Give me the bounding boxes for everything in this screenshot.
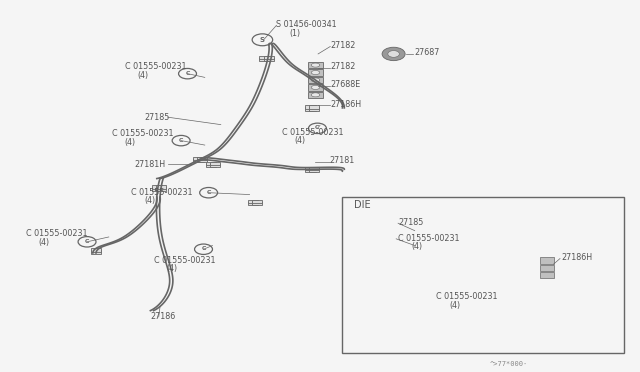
Bar [91, 248, 101, 252]
Bar [197, 158, 207, 162]
Bar [308, 92, 323, 98]
Text: (4): (4) [411, 242, 422, 251]
Bar [156, 185, 166, 189]
Text: C 01555-00231: C 01555-00231 [112, 129, 173, 138]
Ellipse shape [311, 86, 320, 89]
Bar [248, 202, 258, 205]
Text: 27186H: 27186H [561, 253, 593, 262]
Bar [305, 105, 316, 109]
Bar [308, 69, 323, 76]
Bar [305, 167, 316, 170]
Text: (4): (4) [294, 136, 305, 145]
Bar [206, 164, 216, 167]
Bar [248, 200, 258, 203]
Bar [410, 248, 420, 251]
Bar [309, 105, 319, 109]
Text: C 01555-00231: C 01555-00231 [436, 292, 498, 301]
Text: 27186: 27186 [150, 312, 175, 321]
Text: (4): (4) [166, 264, 177, 273]
Bar [342, 197, 624, 353]
Circle shape [382, 47, 405, 61]
Bar [540, 257, 554, 263]
Text: 27185: 27185 [144, 113, 170, 122]
Bar [252, 200, 262, 203]
Bar [210, 162, 220, 165]
Text: C: C [84, 239, 90, 244]
Bar [156, 187, 166, 190]
Bar [193, 157, 204, 160]
Bar [259, 56, 269, 60]
Text: (4): (4) [144, 196, 155, 205]
Ellipse shape [311, 63, 320, 67]
Bar [264, 56, 274, 60]
Bar [259, 58, 269, 61]
Text: 27182: 27182 [330, 62, 356, 71]
Text: 27688E: 27688E [330, 80, 360, 89]
Text: ^>77*000·: ^>77*000· [490, 361, 528, 367]
Bar [91, 250, 101, 254]
Text: C 01555-00231: C 01555-00231 [154, 256, 215, 265]
Bar [540, 272, 554, 278]
Text: (4): (4) [138, 71, 148, 80]
Bar [210, 164, 220, 167]
Text: S: S [260, 37, 265, 43]
Text: DIE: DIE [354, 201, 371, 210]
Text: 27181H: 27181H [134, 160, 166, 169]
Ellipse shape [311, 78, 320, 82]
Text: 27185: 27185 [398, 218, 424, 227]
Text: C: C [185, 71, 190, 76]
Bar [152, 187, 162, 190]
Bar [540, 265, 554, 271]
Bar [305, 107, 316, 110]
Bar [206, 162, 216, 165]
Text: C 01555-00231: C 01555-00231 [125, 62, 186, 71]
Bar [309, 169, 319, 172]
Bar [308, 84, 323, 91]
Text: C: C [425, 295, 430, 300]
Bar [309, 107, 319, 110]
Bar [252, 202, 262, 205]
Text: (4): (4) [125, 138, 136, 147]
Text: (1): (1) [289, 29, 300, 38]
Text: 27186H: 27186H [330, 100, 362, 109]
Text: C 01555-00231: C 01555-00231 [282, 128, 343, 137]
Text: S 01456-00341: S 01456-00341 [276, 20, 337, 29]
Text: C 01555-00231: C 01555-00231 [26, 229, 87, 238]
Bar [305, 169, 316, 172]
Bar [308, 77, 323, 83]
Text: (4): (4) [449, 301, 460, 310]
Text: 27181: 27181 [330, 156, 355, 165]
Text: C: C [385, 235, 390, 240]
Text: C: C [201, 246, 206, 251]
Bar [410, 250, 420, 253]
Bar [197, 157, 207, 160]
Text: 27182: 27182 [330, 41, 356, 50]
Text: (4): (4) [38, 238, 49, 247]
Bar [309, 167, 319, 170]
Bar [308, 62, 323, 68]
Ellipse shape [311, 93, 320, 97]
Ellipse shape [311, 71, 320, 74]
Text: C: C [315, 125, 320, 131]
Bar [193, 158, 204, 162]
Text: C 01555-00231: C 01555-00231 [398, 234, 460, 243]
Bar [152, 185, 162, 189]
Text: C: C [206, 190, 211, 195]
Bar [264, 58, 274, 61]
Text: C 01555-00231: C 01555-00231 [131, 188, 193, 197]
Circle shape [388, 51, 399, 57]
Text: C: C [179, 138, 184, 143]
Text: 27687: 27687 [414, 48, 440, 57]
